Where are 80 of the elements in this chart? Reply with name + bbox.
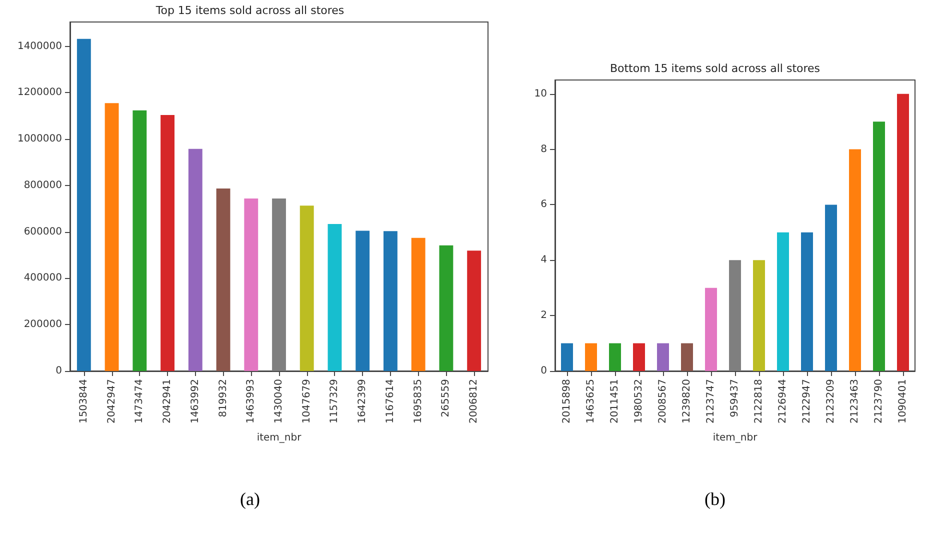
- bar: [561, 343, 573, 371]
- bar: [729, 260, 741, 371]
- bar: [705, 288, 717, 371]
- bar: [384, 231, 398, 371]
- bar: [439, 245, 454, 371]
- bar: [188, 148, 202, 371]
- y-tick-label: 1000000: [17, 134, 62, 145]
- y-tick-label: 2: [540, 310, 547, 322]
- y-tick-label: 0: [56, 366, 62, 376]
- x-tick-label: 2008567: [658, 379, 668, 424]
- x-tick-label: 2042941: [162, 379, 174, 424]
- bar: [849, 149, 861, 371]
- x-tick-label: 2123790: [874, 379, 884, 424]
- bar: [328, 224, 342, 371]
- x-tick-label: 1239820: [682, 379, 692, 424]
- x-axis-title: item_nbr: [712, 432, 758, 444]
- bar: [411, 238, 426, 371]
- x-tick-label: 265559: [440, 379, 452, 418]
- bar: [801, 232, 813, 371]
- x-tick-label: 819932: [218, 379, 229, 418]
- x-axis-title: item_nbr: [256, 432, 302, 444]
- bar: [897, 94, 909, 371]
- text: (a): [239, 489, 261, 510]
- y-tick-label: 800000: [24, 180, 62, 191]
- bar: [609, 343, 621, 371]
- bar: [216, 188, 230, 371]
- bar: [657, 343, 669, 371]
- x-tick-label: 1430040: [274, 379, 284, 424]
- x-tick-label: 2123209: [826, 379, 836, 424]
- x-tick-label: 2126944: [778, 379, 788, 424]
- x-tick-label: 1463992: [190, 379, 201, 424]
- bar: [777, 232, 789, 371]
- y-tick-label: 600000: [24, 226, 62, 238]
- chart-title: Bottom 15 items sold across all stores: [610, 62, 820, 75]
- bar: [873, 122, 885, 371]
- y-tick-label: 1400000: [17, 40, 62, 52]
- x-tick-label: 2042947: [106, 379, 118, 424]
- bar: [633, 343, 645, 371]
- x-tick-label: 959437: [730, 379, 740, 418]
- y-tick-label: 4: [540, 254, 547, 266]
- x-tick-label: 1167614: [384, 379, 396, 424]
- bar: [104, 103, 119, 371]
- bar: [825, 204, 837, 371]
- bar: [300, 206, 314, 371]
- x-tick-label: 1642399: [357, 379, 368, 424]
- bar: [356, 230, 370, 371]
- bar: [753, 260, 765, 371]
- bar: [467, 250, 482, 371]
- y-tick-label: 200000: [24, 319, 62, 330]
- y-tick-label: 10: [534, 88, 547, 100]
- y-tick-label: 6: [540, 199, 547, 210]
- bar: [132, 110, 147, 371]
- x-tick-label: 2006812: [468, 379, 480, 424]
- chart-title: Top 15 items sold across all stores: [154, 4, 344, 17]
- x-tick-label: 1090401: [898, 379, 908, 424]
- x-tick-label: 1695835: [412, 379, 424, 424]
- bar: [585, 343, 597, 371]
- x-tick-label: 1980532: [634, 379, 644, 424]
- x-tick-label: 2122818: [754, 379, 764, 424]
- x-tick-label: 1473474: [134, 379, 146, 424]
- y-tick-label: 0: [540, 366, 547, 376]
- x-tick-label: 2122947: [802, 379, 812, 424]
- x-tick-label: 1503844: [78, 379, 90, 424]
- x-tick-label: 2123463: [850, 379, 860, 424]
- x-tick-label: 1463625: [586, 379, 596, 424]
- x-tick-label: 1047679: [301, 379, 312, 424]
- bar: [76, 38, 91, 371]
- y-tick-label: 1200000: [17, 87, 62, 98]
- y-tick-label: 400000: [24, 272, 62, 284]
- x-tick-label: 1157329: [329, 379, 340, 424]
- x-tick-label: 2123747: [706, 379, 716, 424]
- text: (b): [704, 489, 726, 510]
- bar: [160, 114, 174, 371]
- bar: [244, 198, 258, 371]
- y-tick-label: 8: [540, 144, 547, 155]
- bar: [681, 343, 693, 371]
- x-tick-label: 2015898: [562, 379, 572, 424]
- x-tick-label: 1463993: [246, 379, 257, 424]
- x-tick-label: 2011451: [610, 379, 620, 424]
- bar: [272, 198, 286, 371]
